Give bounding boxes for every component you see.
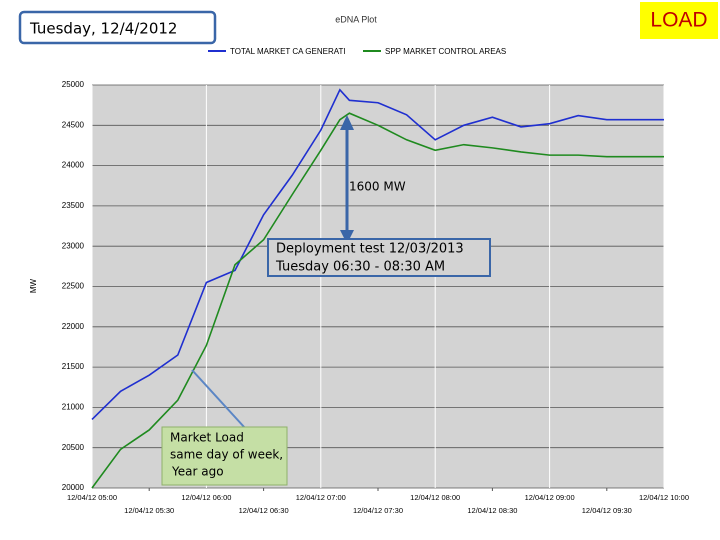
x-tick-label: 12/04/12 09:30: [582, 506, 632, 515]
y-tick-label: 23000: [62, 241, 85, 250]
arrow-head: [340, 230, 354, 244]
x-tick-label: 12/04/12 10:00: [639, 493, 689, 502]
x-tick-label: 12/04/12 07:00: [296, 493, 346, 502]
callout-line: [191, 369, 246, 429]
test-box: [267, 238, 491, 277]
market-text: Year ago: [171, 465, 224, 479]
x-tick-label: 12/04/12 06:00: [181, 493, 231, 502]
y-tick-label: 21000: [62, 403, 85, 412]
x-tick-label: 12/04/12 08:30: [467, 506, 517, 515]
badge-text: LOAD: [650, 9, 707, 32]
series-line: [91, 112, 664, 489]
date-text: Tuesday, 12/4/2012: [29, 20, 177, 38]
x-tick-label: 12/04/12 07:30: [353, 506, 403, 515]
badge-box: [640, 2, 718, 39]
y-tick-label: 20000: [62, 483, 85, 492]
y-tick-label: 22500: [62, 282, 85, 291]
y-tick-label: 21500: [62, 362, 85, 371]
y-tick-label: 22000: [62, 322, 85, 331]
y-tick-label: 24500: [62, 120, 85, 129]
legend-label: SPP MARKET CONTROL AREAS: [385, 47, 506, 56]
market-text: Market Load: [170, 431, 244, 445]
series-line: [91, 88, 664, 421]
y-tick-label: 20500: [62, 443, 85, 452]
gap-label: 1600 MW: [349, 180, 406, 194]
date-box: [18, 10, 217, 45]
x-tick-label: 12/04/12 05:30: [124, 506, 174, 515]
chart-title: eDNA Plot: [335, 14, 377, 24]
market-box: [161, 426, 288, 486]
test-text: Deployment test 12/03/2013: [276, 242, 464, 257]
test-text: Tuesday 06:30 - 08:30 AM: [275, 260, 445, 275]
arrow-head: [340, 115, 354, 130]
market-text: same day of week,: [170, 448, 283, 462]
legend-label: TOTAL MARKET CA GENERATI: [230, 47, 346, 56]
x-tick-label: 12/04/12 09:00: [525, 493, 575, 502]
x-tick-label: 12/04/12 06:30: [239, 506, 289, 515]
x-tick-label: 12/04/12 08:00: [410, 493, 460, 502]
y-tick-label: 24000: [62, 161, 85, 170]
y-tick-label: 25000: [62, 80, 85, 89]
y-tick-label: 23500: [62, 201, 85, 210]
y-axis-label: MW: [29, 278, 38, 293]
x-tick-label: 12/04/12 05:00: [67, 493, 117, 502]
